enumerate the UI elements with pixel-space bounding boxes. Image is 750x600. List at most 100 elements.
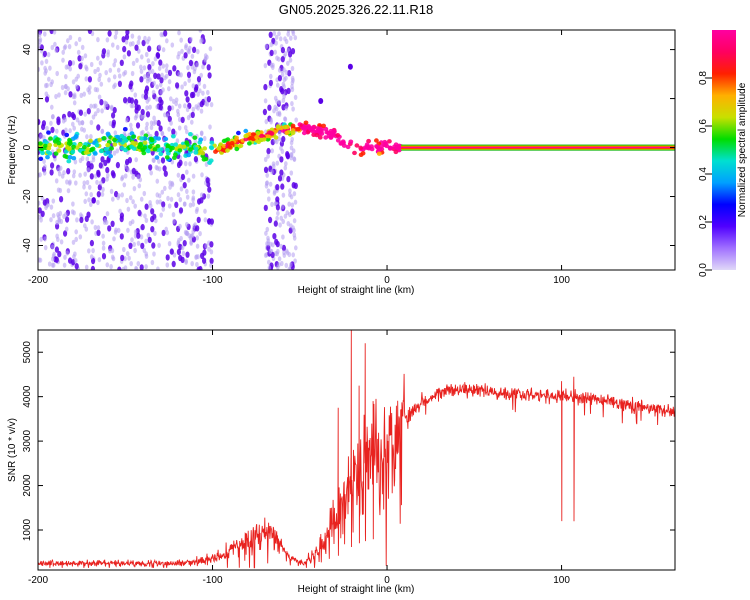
noise-point [60, 84, 65, 91]
noise-point [49, 169, 54, 176]
noise-point [195, 235, 199, 241]
noise-point [187, 49, 191, 55]
track-point [173, 142, 179, 147]
noise-point [96, 225, 101, 231]
noise-point [67, 180, 72, 186]
track-point [379, 144, 384, 149]
noise-point [289, 35, 293, 41]
noise-point [176, 248, 181, 256]
noise-point [44, 204, 48, 211]
noise-point [140, 108, 145, 116]
track-point [105, 131, 111, 136]
noise-point [77, 36, 82, 43]
noise-point [104, 70, 108, 76]
noise-point [176, 112, 181, 118]
noise-point [183, 161, 188, 167]
noise-point [73, 94, 77, 100]
noise-point [172, 218, 176, 224]
noise-point [90, 265, 95, 270]
noise-point [139, 234, 144, 240]
noise-point [283, 213, 288, 219]
track-point [366, 146, 372, 151]
noise-point [155, 96, 159, 102]
noise-point [84, 76, 89, 82]
noise-point [49, 217, 53, 223]
track-point [108, 154, 113, 159]
noise-point [82, 91, 86, 97]
noise-point [66, 168, 71, 175]
noise-point [155, 192, 160, 198]
track-point [321, 123, 326, 128]
noise-point [75, 117, 80, 123]
noise-point [206, 64, 211, 71]
noise-point [195, 206, 199, 212]
noise-point [183, 103, 187, 109]
track-point [247, 141, 252, 146]
noise-point [145, 121, 149, 127]
noise-point [281, 192, 286, 198]
noise-point [57, 167, 61, 173]
noise-point [67, 44, 72, 50]
track-point [383, 142, 388, 148]
noise-point [95, 179, 99, 185]
noise-point [87, 89, 92, 95]
noise-point [102, 219, 107, 225]
noise-point [47, 261, 52, 267]
noise-point [264, 119, 269, 125]
noise-point [204, 101, 208, 107]
noise-point [163, 170, 168, 177]
noise-point [175, 82, 180, 89]
x-tick-label: -100 [203, 575, 223, 586]
noise-point [270, 169, 274, 175]
noise-point [199, 72, 203, 78]
noise-point [106, 172, 110, 178]
noise-point [125, 30, 130, 36]
noise-point [134, 107, 139, 114]
noise-point [133, 92, 138, 98]
track-point [193, 150, 199, 155]
noise-point [292, 218, 297, 224]
noise-point [202, 83, 207, 89]
track-point [142, 140, 148, 145]
y-tick-label: 4000 [22, 385, 33, 408]
track-point [55, 137, 60, 142]
noise-point [54, 256, 59, 263]
spectrogram-y-label: Frequency (Hz) [7, 116, 18, 185]
noise-point [83, 171, 87, 177]
noise-point [128, 242, 133, 249]
spectrogram-y-ticks: -40 -20 0 20 40 [22, 44, 675, 253]
noise-point [280, 88, 285, 95]
noise-point [207, 246, 211, 252]
noise-point [185, 194, 190, 200]
track-point [234, 146, 240, 152]
noise-point [208, 46, 213, 52]
noise-point [107, 77, 111, 83]
noise-point [61, 49, 65, 55]
track-point [259, 137, 264, 143]
noise-point [114, 30, 119, 36]
noise-point [101, 240, 106, 246]
noise-point [279, 169, 284, 176]
noise-point [139, 113, 143, 119]
noise-point [275, 160, 280, 166]
noise-point [100, 191, 105, 197]
noise-point [89, 201, 93, 207]
noise-point [61, 57, 65, 63]
track-point [335, 133, 341, 138]
noise-point [167, 203, 172, 209]
track-point [259, 133, 264, 139]
narrowband-band-3 [401, 147, 675, 148]
track-point [147, 144, 153, 149]
noise-point [137, 35, 141, 41]
noise-point [279, 243, 283, 249]
noise-point [177, 103, 182, 109]
noise-point [204, 96, 208, 102]
noise-point [137, 209, 142, 217]
noise-point [78, 234, 83, 240]
noise-point [276, 210, 280, 216]
noise-point [207, 72, 212, 79]
track-point [83, 150, 89, 155]
track-point [97, 137, 103, 143]
noise-point [190, 261, 194, 267]
